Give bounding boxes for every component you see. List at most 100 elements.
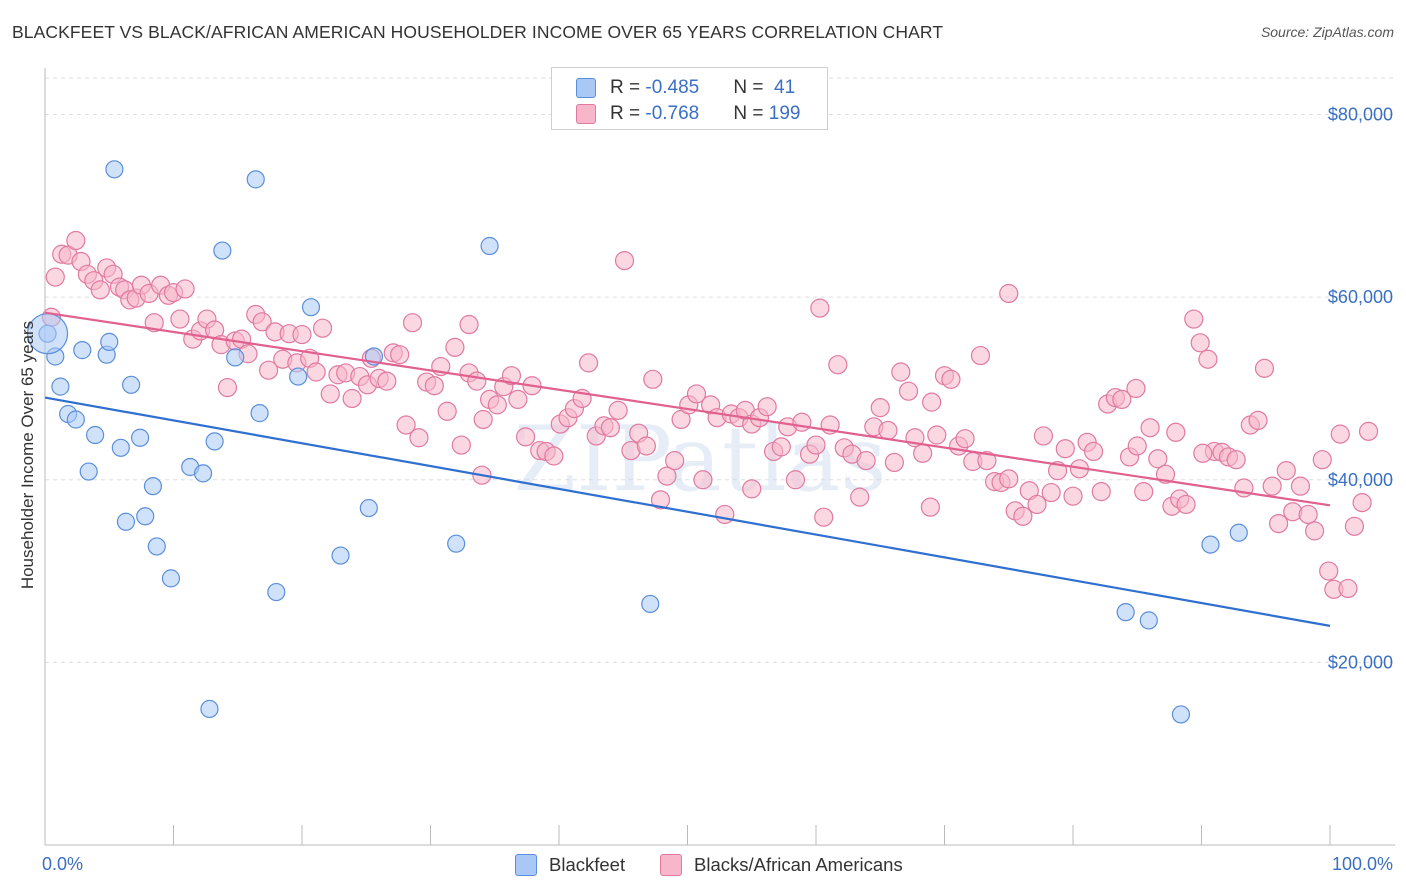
data-point	[409, 428, 429, 448]
data-point	[578, 353, 599, 373]
data-point	[870, 398, 890, 418]
data-point	[922, 392, 942, 412]
data-point	[226, 348, 245, 367]
data-point	[267, 582, 286, 602]
trend-line-blacks	[44, 311, 1331, 507]
data-point	[1248, 410, 1268, 431]
data-point	[459, 314, 479, 335]
y-tick-label: $40,000	[1328, 470, 1393, 490]
data-point	[51, 377, 70, 396]
data-point	[377, 371, 397, 391]
data-point	[941, 369, 961, 389]
data-point	[301, 298, 321, 317]
data-point	[999, 469, 1019, 489]
data-point	[396, 415, 416, 435]
data-point	[45, 267, 65, 287]
data-point	[175, 279, 195, 299]
y-tick-label: $60,000	[1328, 287, 1393, 307]
data-point	[999, 283, 1019, 304]
data-point	[1148, 449, 1168, 469]
bottom-legend-label: Blacks/African Americans	[694, 854, 903, 875]
data-point	[757, 397, 777, 417]
data-point	[501, 366, 522, 386]
data-point	[614, 251, 635, 271]
data-point	[1190, 333, 1210, 353]
data-point	[1290, 476, 1311, 496]
data-point	[544, 446, 564, 466]
data-point	[100, 332, 119, 351]
data-point	[116, 512, 136, 531]
bottom-legend-swatch-pink	[660, 854, 682, 876]
data-point	[144, 313, 164, 333]
data-point	[1166, 422, 1186, 442]
data-point	[1352, 492, 1372, 513]
data-point	[90, 280, 110, 300]
data-point	[217, 377, 238, 398]
data-point	[970, 345, 991, 366]
data-point	[785, 470, 806, 490]
data-point	[1254, 358, 1275, 378]
data-point	[600, 418, 621, 438]
data-point	[1155, 464, 1176, 484]
data-point	[913, 443, 933, 463]
data-point	[792, 412, 812, 432]
data-point	[66, 230, 86, 251]
data-point	[1041, 482, 1061, 503]
data-point	[771, 437, 791, 457]
data-point	[1201, 535, 1220, 554]
data-point	[79, 462, 98, 481]
legend-swatch-blue	[576, 78, 596, 98]
data-point	[451, 435, 471, 455]
x-tick-label-max: 100.0%	[1332, 854, 1393, 874]
data-point	[1184, 309, 1204, 329]
legend-n-value: 199	[768, 103, 801, 124]
data-point	[66, 410, 85, 429]
legend: R = -0.485 N = 41 R = -0.768 N = 199	[551, 67, 828, 130]
data-point	[447, 534, 466, 553]
source-label: Source: ZipAtlas.com	[1260, 24, 1394, 40]
data-point	[143, 477, 163, 496]
data-point	[515, 427, 536, 447]
data-point	[487, 395, 507, 415]
y-tick-labels: $20,000 $40,000 $60,000 $80,000	[1328, 105, 1393, 673]
data-point	[898, 381, 919, 401]
data-point	[437, 401, 457, 421]
data-point	[856, 450, 876, 471]
y-tick-label: $80,000	[1328, 105, 1393, 125]
data-point	[1304, 521, 1325, 541]
data-point	[850, 487, 870, 507]
data-point	[1268, 513, 1289, 534]
data-point	[252, 312, 272, 332]
data-point	[258, 360, 279, 380]
data-point	[331, 546, 350, 565]
data-point	[193, 464, 213, 483]
data-point	[1127, 436, 1147, 456]
data-point	[1013, 506, 1033, 526]
data-point	[289, 367, 308, 386]
data-point	[200, 699, 219, 719]
data-point	[390, 345, 410, 365]
data-point	[147, 537, 166, 556]
data-point	[445, 337, 465, 357]
series-blacks-african-americans-points	[41, 230, 1379, 599]
data-point	[1226, 450, 1246, 470]
data-point	[1171, 705, 1191, 724]
data-point	[955, 429, 975, 449]
legend-r-value: -0.768	[645, 103, 700, 124]
data-point	[810, 298, 830, 318]
data-point	[306, 362, 326, 382]
data-point	[1112, 389, 1132, 410]
data-point	[111, 438, 130, 457]
data-point	[977, 450, 997, 471]
data-point	[1358, 421, 1379, 441]
data-point	[105, 160, 124, 179]
data-point	[1033, 426, 1054, 446]
data-point	[213, 241, 232, 260]
data-point	[657, 466, 677, 486]
data-point	[424, 376, 444, 396]
data-point	[1116, 603, 1135, 622]
data-point	[1091, 482, 1111, 502]
data-point	[1083, 441, 1104, 462]
data-point	[246, 170, 265, 189]
